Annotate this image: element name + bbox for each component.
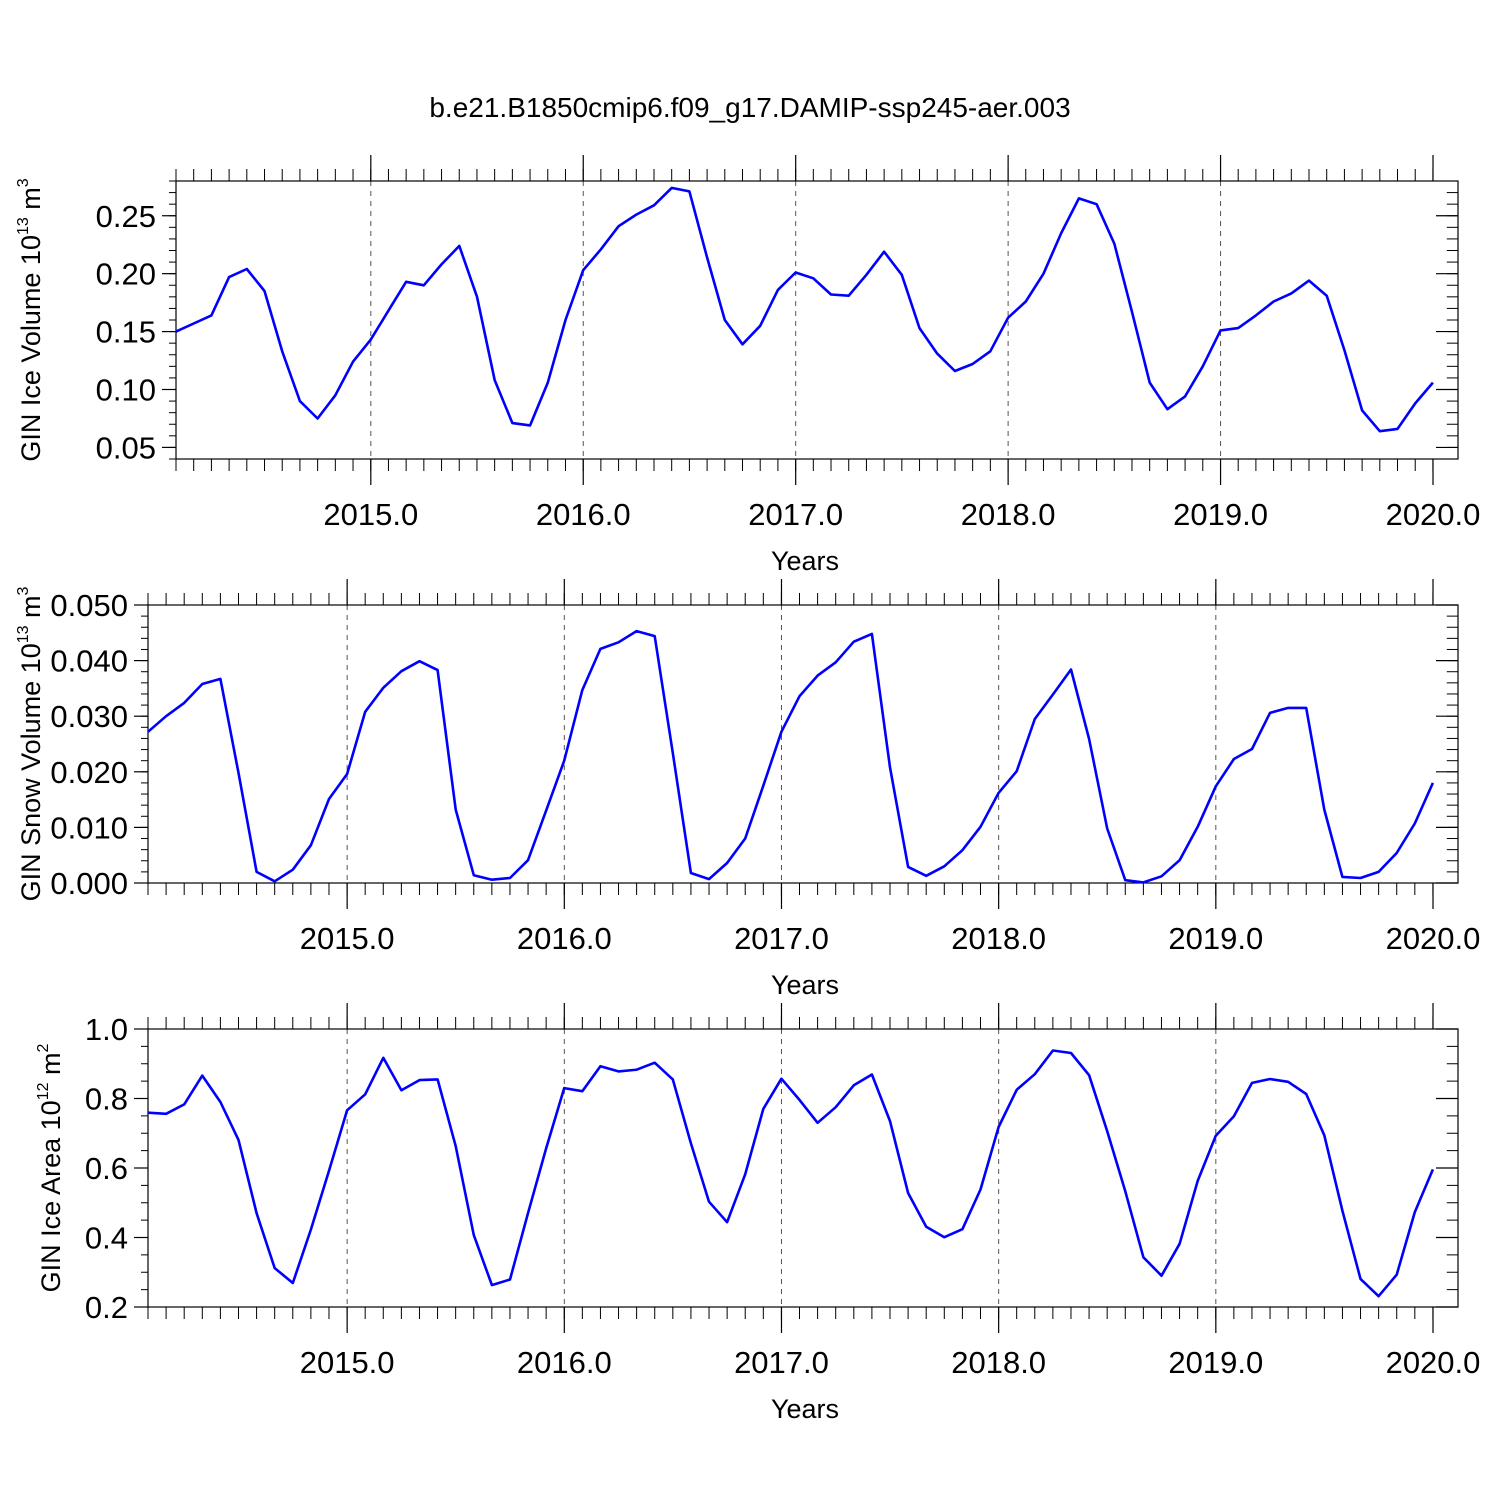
- series-line: [147, 629, 1435, 884]
- x-tick-label: 2015.0: [300, 1345, 395, 1380]
- x-tick-label: 2020.0: [1386, 497, 1481, 532]
- series-line: [175, 186, 1434, 433]
- y-axis-title-part: GIN Snow Volume 10: [16, 643, 46, 901]
- x-axis-title: Years: [771, 546, 839, 576]
- y-axis-title-part: m: [16, 187, 46, 217]
- y-axis-title-superscript: 13: [15, 625, 32, 643]
- y-tick-label: 0.050: [50, 588, 128, 623]
- x-tick-label: 2016.0: [517, 921, 612, 956]
- y-tick-label: 0.020: [50, 755, 128, 790]
- y-axis-title-superscript: 2: [35, 1044, 52, 1053]
- y-tick-label: 0.2: [85, 1290, 128, 1325]
- x-tick-label: 2020.0: [1386, 1345, 1481, 1380]
- panel-3: 2015.0 2016.0 2017.0 2018.0 2019.0 2020.0 0.2 0…: [35, 1003, 1480, 1424]
- y-axis-title: GIN Snow Volume 1013 m3: [15, 586, 46, 901]
- y-axis-title-superscript: 3: [15, 178, 32, 187]
- y-tick-label: 0.040: [50, 644, 128, 679]
- x-tick-label: 2018.0: [951, 921, 1046, 956]
- y-axis-title: GIN Ice Volume 1013 m3: [15, 178, 46, 461]
- panel-1: 2015.0 2016.0 2017.0 2018.0 2019.0 2020.0 0.05…: [15, 155, 1480, 576]
- x-tick-label: 2018.0: [951, 1345, 1046, 1380]
- x-tick-label: 2015.0: [300, 921, 395, 956]
- series-line: [147, 1049, 1435, 1298]
- x-axis-title: Years: [771, 1394, 839, 1424]
- y-tick-label: 0.15: [96, 315, 156, 350]
- plot-frame: [147, 604, 1459, 884]
- figure-title: b.e21.B1850cmip6.f09_g17.DAMIP-ssp245-ae…: [429, 92, 1070, 123]
- y-axis-title-superscript: 13: [15, 217, 32, 235]
- panel-2: 2015.0 2016.0 2017.0 2018.0 2019.0 2020.0 0.00…: [15, 579, 1480, 1000]
- y-tick-label: 1.0: [85, 1012, 128, 1047]
- plot-frame: [175, 180, 1459, 460]
- x-tick-label: 2017.0: [734, 921, 829, 956]
- y-axis-title-part: m: [36, 1053, 66, 1083]
- y-axis-title: GIN Ice Area 1012 m2: [35, 1044, 66, 1293]
- y-tick-label: 0.8: [85, 1082, 128, 1117]
- x-tick-label: 2017.0: [748, 497, 843, 532]
- y-tick-label: 0.6: [85, 1151, 128, 1186]
- y-axis-title-part: m: [16, 595, 46, 625]
- x-tick-label: 2016.0: [536, 497, 631, 532]
- y-tick-label: 0.030: [50, 699, 128, 734]
- y-axis-title-part: GIN Ice Volume 10: [16, 235, 46, 462]
- x-axis-title: Years: [771, 970, 839, 1000]
- x-tick-label: 2019.0: [1168, 921, 1263, 956]
- y-tick-label: 0.20: [96, 257, 156, 292]
- x-tick-label: 2016.0: [517, 1345, 612, 1380]
- x-tick-label: 2019.0: [1168, 1345, 1263, 1380]
- y-tick-label: 0.010: [50, 810, 128, 845]
- y-tick-label: 0.05: [96, 430, 156, 465]
- y-tick-label: 0.000: [50, 866, 128, 901]
- x-tick-label: 2018.0: [961, 497, 1056, 532]
- y-axis-title-part: GIN Ice Area 10: [36, 1100, 66, 1292]
- x-tick-label: 2017.0: [734, 1345, 829, 1380]
- x-tick-label: 2015.0: [323, 497, 418, 532]
- x-tick-label: 2020.0: [1386, 921, 1481, 956]
- y-axis-title-superscript: 3: [15, 586, 32, 595]
- plot-frame: [147, 1028, 1459, 1308]
- y-tick-label: 0.10: [96, 373, 156, 408]
- chart-panels: 2015.0 2016.0 2017.0 2018.0 2019.0 2020.0 0.05…: [15, 155, 1480, 1424]
- y-tick-label: 0.25: [96, 199, 156, 234]
- y-axis-title-superscript: 12: [35, 1082, 52, 1100]
- x-tick-label: 2019.0: [1173, 497, 1268, 532]
- y-tick-label: 0.4: [85, 1221, 128, 1256]
